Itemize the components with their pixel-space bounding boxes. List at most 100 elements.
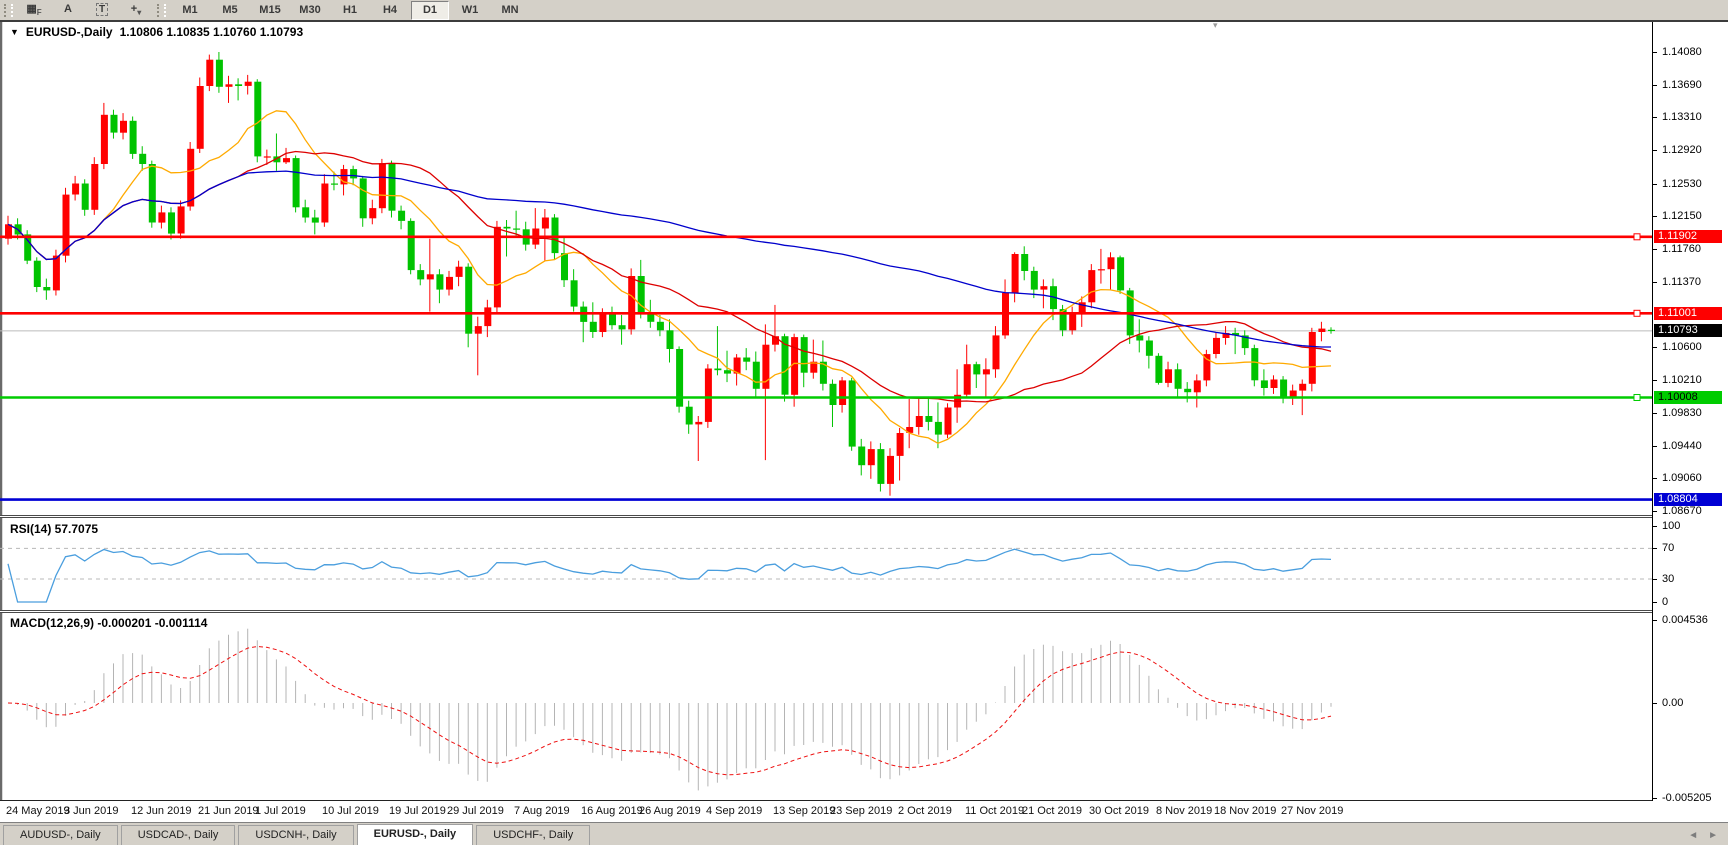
candle — [829, 379, 837, 427]
candle — [465, 263, 473, 348]
candle — [1280, 376, 1288, 404]
panel-separator-rsi[interactable] — [0, 515, 1728, 518]
candle — [1318, 321, 1326, 342]
candle — [609, 306, 616, 330]
timeframe-button-m30[interactable]: M30 — [299, 3, 321, 16]
support-line-green-handle[interactable] — [1633, 394, 1641, 401]
price-tick — [1653, 282, 1657, 283]
macd-axis-label: 0.004536 — [1662, 614, 1708, 626]
chart-tab-usdcnh[interactable]: USDCNH-, Daily — [238, 825, 354, 845]
price-tick-label: 1.12920 — [1662, 144, 1702, 156]
timeframe-button-m5[interactable]: M5 — [222, 3, 238, 16]
candle — [493, 220, 501, 313]
text-label-icon[interactable]: T — [86, 1, 118, 20]
candle — [225, 75, 233, 103]
timeframe-button-h1[interactable]: H1 — [342, 3, 358, 16]
macd-tick — [1653, 798, 1657, 799]
chart-tab-eurusd[interactable]: EURUSD-, Daily — [356, 824, 474, 845]
timeframe-group: M1 M5 M15 M30 H1 H4 D1 W1 MN — [170, 0, 530, 20]
grid-icon[interactable]: ▦F — [18, 1, 50, 20]
candle — [714, 326, 722, 376]
candle — [148, 160, 156, 228]
price-tick — [1653, 85, 1657, 86]
candle — [1241, 330, 1249, 355]
panel-separator-macd[interactable] — [0, 610, 1728, 613]
candle — [685, 400, 693, 434]
price-tick-label: 1.10210 — [1662, 374, 1702, 386]
candle — [724, 350, 731, 383]
time-axis-label: 24 May 2019 — [6, 805, 70, 817]
crosshair-icon-sub: ▾ — [137, 7, 142, 17]
crosshair-icon[interactable]: +▾ — [120, 1, 152, 20]
resistance-line-lower-handle[interactable] — [1633, 309, 1641, 317]
candle — [887, 448, 894, 496]
candle — [263, 149, 271, 165]
candle — [474, 316, 482, 376]
candle — [1174, 363, 1182, 397]
macd-panel-canvas[interactable] — [0, 613, 1652, 800]
chart-shift-marker[interactable]: ▾ — [1213, 20, 1218, 30]
time-axis-label: 18 Nov 2019 — [1214, 805, 1277, 817]
price-tick — [1653, 216, 1657, 217]
candle — [1251, 344, 1259, 387]
time-axis[interactable]: 24 May 2019 3 Jun 2019 12 Jun 2019 21 Jun 2… — [0, 801, 1728, 823]
chart-dropdown-icon[interactable]: ▼ — [10, 27, 19, 37]
candle — [954, 369, 962, 423]
price-tick-label: 1.09830 — [1662, 407, 1702, 419]
candle — [656, 315, 664, 337]
candle — [791, 333, 799, 407]
timeframe-button-m1[interactable]: M1 — [182, 3, 198, 16]
toolbar-drag-handle[interactable] — [4, 3, 13, 17]
window-frame-top — [0, 20, 1728, 22]
time-axis-border — [0, 800, 1728, 801]
price-tick — [1653, 117, 1657, 118]
toolbar-drag-handle-2[interactable] — [157, 3, 166, 17]
main-chart-canvas[interactable] — [0, 22, 1652, 515]
candle — [733, 354, 741, 386]
candle — [896, 427, 904, 481]
chart-tab-usdcad[interactable]: USDCAD-, Daily — [120, 825, 236, 845]
rsi-line — [7, 548, 1332, 603]
candle — [100, 102, 108, 170]
drawing-tools-group: ▦F A T +▾ — [17, 1, 153, 20]
ma-mid-line — [7, 150, 1332, 403]
price-tick-label: 1.09060 — [1662, 472, 1702, 484]
candle — [484, 299, 492, 338]
candle — [570, 269, 578, 312]
time-axis-label: 19 Jul 2019 — [389, 805, 446, 817]
support-line-green-price-tag: 1.10008 — [1654, 391, 1722, 404]
timeframe-button-h4[interactable]: H4 — [382, 3, 398, 16]
timeframe-button-mn[interactable]: MN — [501, 3, 519, 16]
candle — [1213, 332, 1220, 359]
timeframe-button-w1[interactable]: W1 — [461, 3, 479, 16]
time-axis-label: 4 Sep 2019 — [706, 805, 763, 817]
chart-ohlc-readout: 1.10806 1.10835 1.10760 1.10793 — [119, 25, 304, 39]
timeframe-button-d1[interactable]: D1 — [411, 0, 449, 20]
font-icon[interactable]: A — [52, 1, 84, 20]
candle — [541, 209, 549, 261]
candle — [1078, 296, 1086, 327]
price-tick-label: 1.13690 — [1662, 79, 1702, 91]
top-toolbar: ▦F A T +▾ M1 M5 M15 M30 H1 H4 D1 W1 MN — [0, 0, 1728, 20]
time-axis-label: 26 Aug 2019 — [639, 805, 701, 817]
chart-tab-usdchf[interactable]: USDCHF-, Daily — [476, 825, 591, 845]
price-axis[interactable]: 1.14080 1.13690 1.13310 1.12920 1.12530 1.121… — [1652, 22, 1728, 804]
candle — [1097, 248, 1105, 284]
tab-nav-left-icon[interactable]: ◄ — [1688, 830, 1699, 841]
rsi-panel-canvas[interactable] — [0, 518, 1652, 610]
candle — [992, 326, 1000, 378]
candle — [589, 302, 597, 338]
candle — [1107, 252, 1115, 290]
rsi-tick — [1653, 548, 1657, 549]
macd-axis-label: 0.00 — [1662, 697, 1684, 709]
chart-tab-audusd[interactable]: AUDUSD-, Daily — [3, 825, 118, 845]
resistance-line-upper-handle[interactable] — [1633, 233, 1641, 241]
candle — [839, 377, 847, 413]
candle — [139, 146, 147, 171]
timeframe-button-m15[interactable]: M15 — [259, 3, 281, 16]
tab-nav-right-icon[interactable]: ► — [1708, 830, 1718, 841]
candle — [455, 260, 463, 287]
candle — [1203, 349, 1211, 387]
candle — [52, 249, 60, 296]
candle — [398, 205, 406, 230]
